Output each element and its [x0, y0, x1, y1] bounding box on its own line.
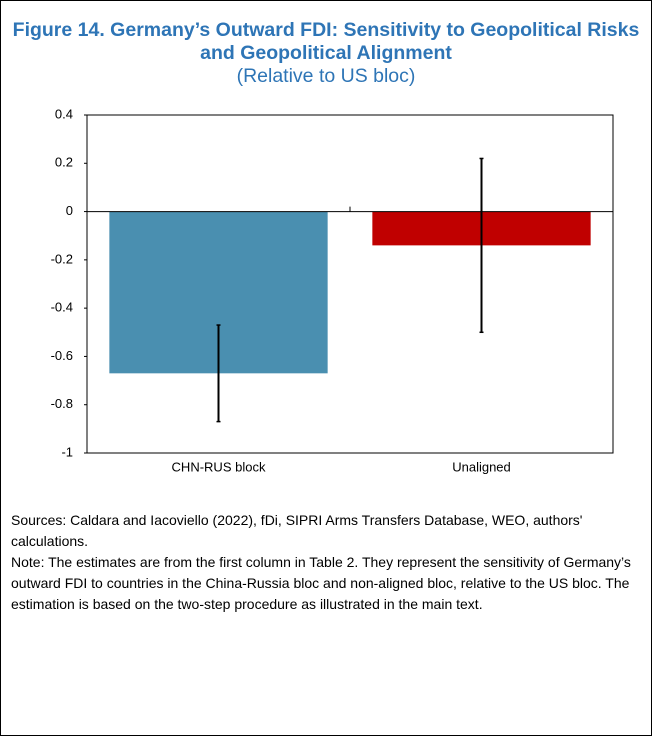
note: Note: The estimates are from the first c…: [11, 554, 631, 612]
y-tick-label: -0.8: [51, 396, 73, 411]
y-tick-label: -0.4: [51, 300, 73, 315]
y-tick-label: 0: [66, 203, 73, 218]
y-tick-label: -0.6: [51, 348, 73, 363]
y-tick-label: 0.2: [55, 155, 73, 170]
plot-frame: [86, 114, 614, 454]
y-tick-label: -1: [61, 444, 73, 459]
chart-subtitle: (Relative to US bloc): [236, 65, 416, 87]
sources-note: Sources: Caldara and Iacoviello (2022), …: [11, 512, 583, 549]
chart: 0.4 0.2 0 -0.2 -0.4 -0.6 -0.8 -1 CHN-RUS block Un…: [51, 106, 614, 474]
x-tick-label: Unaligned: [452, 459, 511, 474]
y-tick-label: 0.4: [55, 106, 73, 121]
x-tick-label: CHN-RUS block: [172, 459, 266, 474]
chart-title: Figure 14. Germany’s Outward FDI: Sensit…: [12, 19, 640, 64]
y-tick-label: -0.2: [51, 251, 73, 266]
